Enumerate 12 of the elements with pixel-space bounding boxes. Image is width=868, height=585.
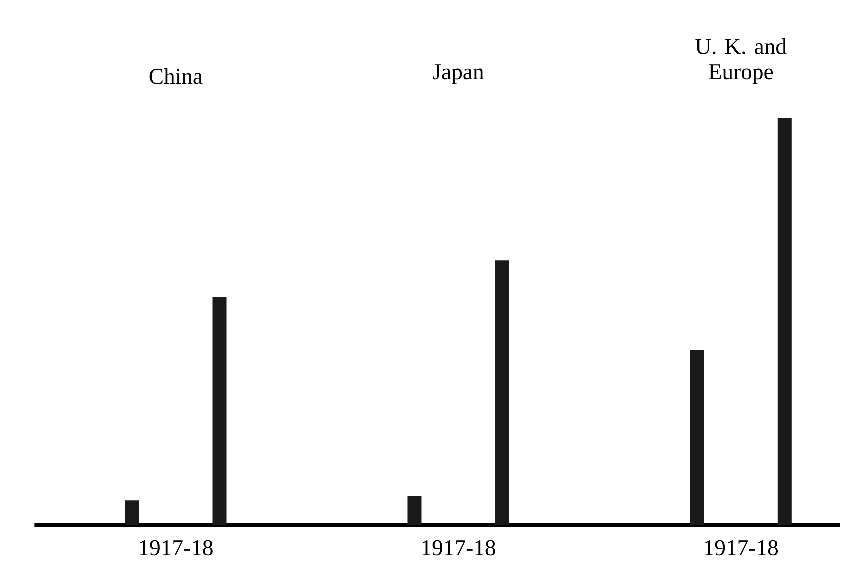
x-tick-label: China <box>150 68 203 84</box>
bar <box>212 297 227 525</box>
bar <box>778 118 792 525</box>
x-tick-label: U. K. and Europe <box>696 38 787 84</box>
text: 1917-18 <box>140 540 213 556</box>
bar <box>125 500 140 525</box>
x-tick-label: Japan <box>433 64 484 84</box>
bar <box>495 260 510 525</box>
bar <box>690 350 704 525</box>
bar <box>408 496 422 525</box>
text: 1917-18 <box>422 540 496 556</box>
text: 1917-18 <box>705 540 778 556</box>
